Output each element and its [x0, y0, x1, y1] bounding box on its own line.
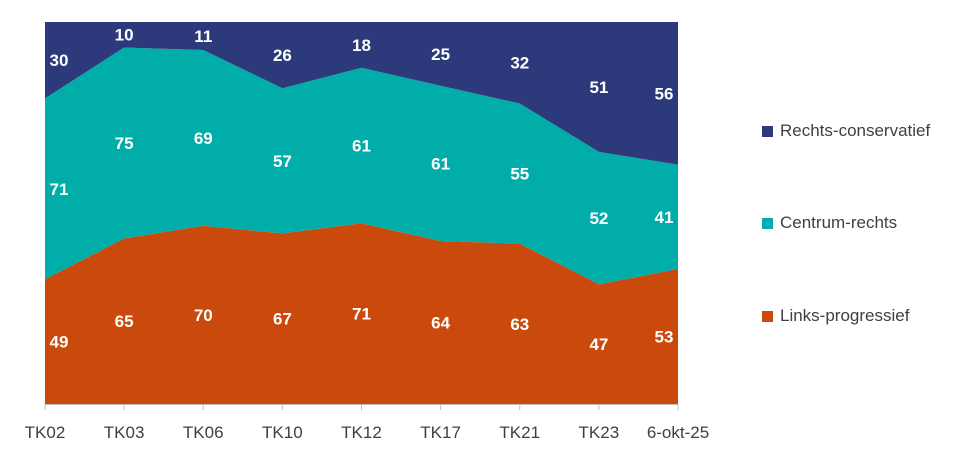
data-label-centrum-rechts: 52 [589, 209, 608, 228]
legend-item-links-progressief: Links-progressief [762, 306, 909, 326]
legend-swatch-centrum-rechts [762, 217, 773, 229]
area-centrum-rechts [45, 47, 678, 285]
legend-item-rechts-conservatief: Rechts-conservatief [762, 121, 930, 141]
data-label-centrum-rechts: 75 [115, 134, 134, 153]
data-label-centrum-rechts: 55 [510, 165, 529, 184]
data-labels: 49 65 70 67 71 64 63 47 53 71 75 69 57 61 61 55 52 41 30 10… [50, 26, 674, 355]
legend-swatch-rechts-conservatief [762, 125, 773, 137]
data-label-links-progressief: 53 [655, 328, 674, 347]
data-label-centrum-rechts: 57 [273, 152, 292, 171]
x-axis: TK02 TK03 TK06 TK10 TK12 TK17 TK21 TK23 6-okt-25 [25, 404, 709, 442]
data-label-centrum-rechts: 41 [655, 208, 674, 227]
data-label-centrum-rechts: 61 [431, 154, 450, 173]
x-tick-label: TK12 [341, 423, 382, 442]
x-tick-label: TK02 [25, 423, 66, 442]
data-label-links-progressief: 63 [510, 315, 529, 334]
legend-label-centrum-rechts: Centrum-rechts [780, 213, 898, 232]
x-tick-label: 6-okt-25 [647, 423, 709, 442]
x-tick-label: TK17 [420, 423, 461, 442]
data-label-links-progressief: 64 [431, 314, 450, 333]
legend-item-centrum-rechts: Centrum-rechts [762, 213, 897, 233]
data-label-rechts-conservatief: 30 [50, 51, 69, 70]
data-label-rechts-conservatief: 56 [655, 84, 674, 103]
data-label-rechts-conservatief: 25 [431, 45, 450, 64]
chart-areas [45, 22, 678, 404]
data-label-rechts-conservatief: 51 [589, 78, 608, 97]
data-label-centrum-rechts: 69 [194, 129, 213, 148]
x-tick-label: TK23 [579, 423, 620, 442]
data-label-rechts-conservatief: 10 [115, 26, 134, 45]
legend-swatch-links-progressief [762, 310, 773, 322]
area-links-progressief [45, 223, 678, 404]
area-rechts-conservatief [45, 22, 678, 165]
x-tick-label: TK06 [183, 423, 224, 442]
legend-label-rechts-conservatief: Rechts-conservatief [780, 121, 931, 140]
data-label-links-progressief: 67 [273, 310, 292, 329]
data-label-centrum-rechts: 61 [352, 137, 371, 156]
data-label-rechts-conservatief: 11 [194, 27, 212, 46]
data-label-centrum-rechts: 71 [50, 180, 69, 199]
data-label-links-progressief: 71 [352, 305, 371, 324]
data-label-rechts-conservatief: 18 [352, 36, 371, 55]
x-tick-label: TK10 [262, 423, 303, 442]
x-tick-label: TK21 [499, 423, 540, 442]
data-label-rechts-conservatief: 32 [510, 54, 529, 73]
data-label-links-progressief: 65 [115, 312, 134, 331]
data-label-links-progressief: 70 [194, 306, 213, 325]
data-label-rechts-conservatief: 26 [273, 46, 292, 65]
x-tick-label: TK03 [104, 423, 145, 442]
legend-label-links-progressief: Links-progressief [780, 306, 910, 325]
data-label-links-progressief: 47 [589, 335, 608, 354]
data-label-links-progressief: 49 [50, 333, 69, 352]
